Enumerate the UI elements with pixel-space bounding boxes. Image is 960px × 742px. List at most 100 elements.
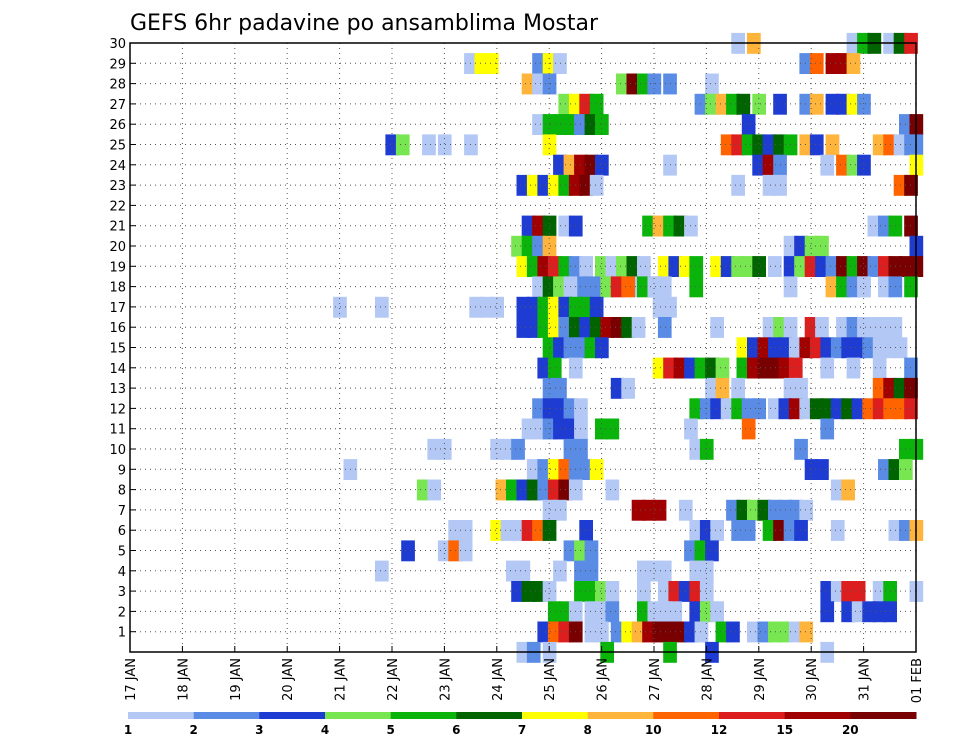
grid-lines: [129, 42, 917, 652]
heatmap-cell: [631, 317, 646, 338]
heatmap-cell: [815, 459, 829, 480]
y-tick-label: 19: [109, 260, 126, 275]
heatmap-cell: [904, 357, 918, 379]
heatmap-cell: [547, 256, 562, 277]
heatmap-cell: [437, 134, 452, 156]
heatmap-cell: [610, 377, 625, 399]
heatmap-cell: [521, 73, 536, 95]
heatmap-cell: [736, 93, 751, 115]
y-tick-label: 14: [109, 362, 126, 377]
y-tick-label: 15: [109, 342, 126, 357]
heatmap-cell: [820, 398, 835, 420]
heatmap-cell: [762, 154, 777, 176]
heatmap-cell: [584, 154, 599, 176]
heatmap-cell: [621, 317, 635, 338]
legend-swatch: [456, 712, 523, 719]
heatmap-cell: [804, 235, 819, 257]
heatmap-cell: [595, 154, 609, 176]
y-tick-label: 23: [109, 179, 126, 194]
heatmap-cell: [500, 438, 515, 460]
heatmap-cell: [595, 581, 609, 602]
legend-label: 2: [190, 723, 198, 737]
x-tick-label: 25 JAN: [543, 658, 558, 701]
y-axis: 1234567891011121314151617181920212223242…: [109, 37, 136, 641]
heatmap-cell: [537, 174, 552, 196]
heatmap-cell: [768, 337, 782, 359]
heatmap-cell: [657, 276, 672, 298]
heatmap-cell: [657, 256, 672, 277]
heatmap-cell: [836, 154, 850, 176]
heatmap-cell: [815, 235, 829, 257]
y-tick-label: 20: [109, 240, 126, 255]
heatmap-cell: [511, 581, 525, 602]
heatmap-cell: [485, 53, 499, 74]
heatmap-cell: [804, 459, 819, 480]
heatmap-cell: [395, 134, 410, 156]
heatmap-cell: [752, 256, 766, 277]
heatmap-cell: [532, 114, 546, 135]
legend-swatch: [587, 712, 654, 719]
x-tick-label: 26 JAN: [596, 658, 611, 701]
x-tick-label: 19 JAN: [229, 658, 244, 701]
legend-label: 7: [518, 723, 526, 737]
heatmap-cell: [830, 398, 845, 420]
heatmap-cell: [904, 174, 918, 196]
heatmap-cell: [516, 317, 531, 338]
heatmap-cell: [584, 276, 599, 298]
heatmap-cell: [547, 174, 562, 196]
heatmap-cell: [521, 215, 536, 237]
y-tick-label: 17: [109, 301, 126, 316]
heatmap-cell: [542, 235, 557, 257]
heatmap-cell: [741, 418, 756, 440]
heatmap-cell: [741, 256, 756, 277]
y-tick-label: 10: [109, 443, 126, 458]
heatmap-cell: [547, 601, 562, 623]
heatmap-cell: [469, 296, 483, 318]
heatmap-cell: [705, 540, 719, 562]
heatmap-cell: [862, 337, 876, 359]
heatmap-cell: [836, 256, 850, 277]
heatmap-cell: [542, 276, 557, 298]
legend-label: 10: [645, 723, 662, 737]
heatmap-cell: [642, 215, 656, 237]
heatmap-cell: [757, 337, 772, 359]
heatmap-cell: [689, 601, 704, 623]
heatmap-cell: [815, 317, 829, 338]
legend-swatch: [522, 712, 589, 719]
heatmap-cell: [537, 317, 552, 338]
heatmap-cell: [694, 621, 709, 643]
heatmap-cell: [526, 479, 541, 501]
heatmap-cell: [741, 114, 756, 135]
heatmap-cell: [836, 53, 850, 74]
heatmap-cell: [699, 601, 714, 623]
heatmap-cell: [715, 377, 730, 399]
heatmap-cell: [710, 601, 724, 623]
heatmap-cell: [752, 134, 766, 156]
heatmap-cell: [437, 540, 452, 562]
heatmap-cell: [553, 418, 567, 440]
heatmap-cell: [516, 256, 531, 277]
y-tick-label: 22: [109, 199, 126, 214]
heatmap-cell: [526, 317, 541, 338]
heatmap-cell: [731, 377, 745, 399]
heatmap-cell: [872, 134, 887, 156]
heatmap-cell: [799, 499, 814, 521]
heatmap-cell: [647, 601, 662, 623]
heatmap-cell: [652, 296, 667, 318]
legend-swatch: [325, 712, 392, 719]
heatmap-cell: [427, 438, 442, 460]
heatmap-cell: [747, 357, 761, 379]
heatmap-cell: [637, 276, 651, 298]
heatmap-cell: [511, 235, 525, 257]
heatmap-cell: [804, 317, 819, 338]
heatmap-cell: [511, 520, 525, 541]
plot-frame: [129, 42, 917, 653]
heatmap-cell: [547, 357, 562, 379]
heatmap-cell: [537, 479, 552, 501]
heatmap-cell: [747, 499, 761, 521]
heatmap-cell: [516, 174, 531, 196]
heatmap-cell: [878, 317, 892, 338]
heatmap-cell: [579, 317, 593, 338]
heatmap-cell: [809, 337, 824, 359]
